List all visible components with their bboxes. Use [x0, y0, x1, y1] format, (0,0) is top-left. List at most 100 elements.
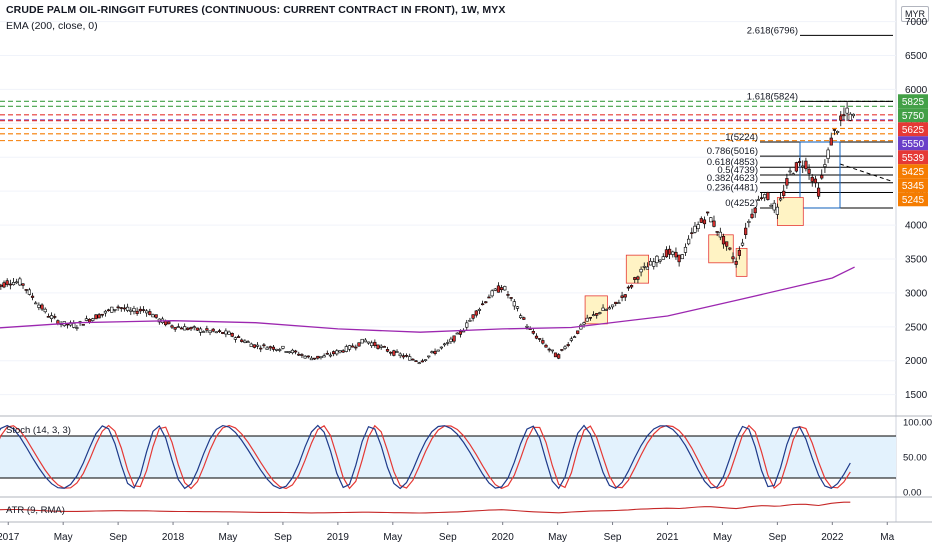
candle-body [37, 304, 41, 308]
candle-body [531, 331, 535, 334]
candle-body [309, 357, 314, 361]
candle-body [693, 225, 697, 233]
candle-body [303, 355, 307, 359]
candle-body [775, 206, 779, 215]
atr-legend[interactable]: ATR (9, RMA) [6, 505, 65, 516]
candle-body [404, 355, 409, 357]
candle-body [474, 310, 478, 316]
candle-body [5, 280, 9, 285]
level-badge-label: 5550 [902, 139, 925, 150]
candle-body [683, 246, 688, 253]
x-tick-label: Sep [109, 532, 127, 543]
candle-body [455, 332, 459, 335]
x-tick-label: 2019 [327, 532, 350, 543]
candle-body [744, 227, 748, 235]
candle-body [737, 249, 741, 256]
candle-body [265, 347, 269, 350]
candle-body [351, 345, 355, 348]
candle-body [75, 327, 79, 329]
candle-body [636, 276, 640, 280]
candle-body [97, 314, 101, 319]
stoch-legend[interactable]: Stoch (14, 3, 3) [6, 425, 71, 436]
candle-body [306, 355, 310, 358]
candle-body [515, 306, 520, 309]
candle-body [414, 360, 418, 363]
candle-body [366, 341, 371, 344]
candle-body [81, 324, 85, 326]
candle-body [702, 219, 707, 225]
pattern-boxes [584, 197, 804, 325]
candle-body [398, 353, 402, 357]
candle-body [183, 326, 187, 331]
candle-body [145, 310, 149, 314]
candle-body [747, 221, 751, 223]
candle-body [519, 315, 523, 319]
ema-legend[interactable]: EMA (200, close, 0) [6, 20, 98, 32]
candle-body [835, 131, 840, 134]
level-badge [898, 122, 928, 137]
candle-body [461, 330, 466, 333]
candle-body [782, 190, 786, 196]
candle-body [249, 343, 253, 347]
candle-body [759, 197, 764, 200]
candle-body [294, 350, 298, 353]
candle-body [617, 302, 621, 304]
candle-body [785, 178, 789, 186]
candle-body [8, 283, 12, 286]
candle-body [607, 307, 611, 310]
candle-body [626, 286, 631, 289]
ema-200-line [0, 266, 855, 333]
y-tick-label: 6500 [905, 51, 928, 62]
level-badge-label: 5539 [902, 153, 925, 164]
candle-body [623, 294, 627, 298]
candle-body [338, 350, 342, 353]
candle-body [690, 232, 694, 234]
candle-body [392, 350, 396, 356]
candle-body [262, 344, 266, 347]
candle-body [449, 338, 453, 342]
candle-body [572, 336, 577, 339]
candle-body [576, 330, 580, 334]
candle-body [839, 115, 843, 121]
candle-body [452, 335, 456, 342]
candle-body [268, 346, 272, 349]
x-tick-label: Sep [274, 532, 292, 543]
level-badge-label: 5245 [902, 195, 925, 206]
candle-body [252, 344, 257, 348]
candle-body [769, 205, 773, 207]
x-tick-label: 2022 [821, 532, 844, 543]
fib-label: 0.382(4623) [707, 173, 758, 184]
candle-body [778, 198, 783, 201]
candle-body [224, 330, 228, 335]
candle-body [430, 351, 434, 353]
candle-body [313, 357, 317, 360]
candle-body [550, 349, 554, 352]
x-tick-label: Sep [604, 532, 622, 543]
candle-body [728, 247, 732, 250]
candle-body [560, 349, 564, 351]
currency-button[interactable]: MYR [901, 6, 929, 22]
candle-body [544, 344, 548, 348]
candle-body [53, 316, 57, 318]
candle-body [360, 338, 364, 344]
candle-body [522, 317, 526, 320]
candle-body [141, 309, 146, 311]
candle-body [439, 346, 444, 349]
stoch-tick-label: 100.00 [903, 418, 932, 429]
y-tick-label: 2500 [905, 322, 928, 333]
stoch-tick-label: 0.00 [903, 488, 922, 499]
candle-body [87, 318, 92, 323]
candle-body [563, 346, 567, 349]
candle-body [797, 161, 802, 163]
candle-body [21, 283, 25, 286]
candle-body [484, 301, 488, 304]
candle-body [202, 331, 206, 333]
candle-body [588, 316, 592, 319]
candle-body [832, 129, 837, 131]
candle-body [221, 332, 225, 334]
candle-body [826, 149, 830, 159]
candle-body [810, 176, 814, 182]
candle-body [582, 322, 586, 325]
candle-body [335, 350, 339, 355]
